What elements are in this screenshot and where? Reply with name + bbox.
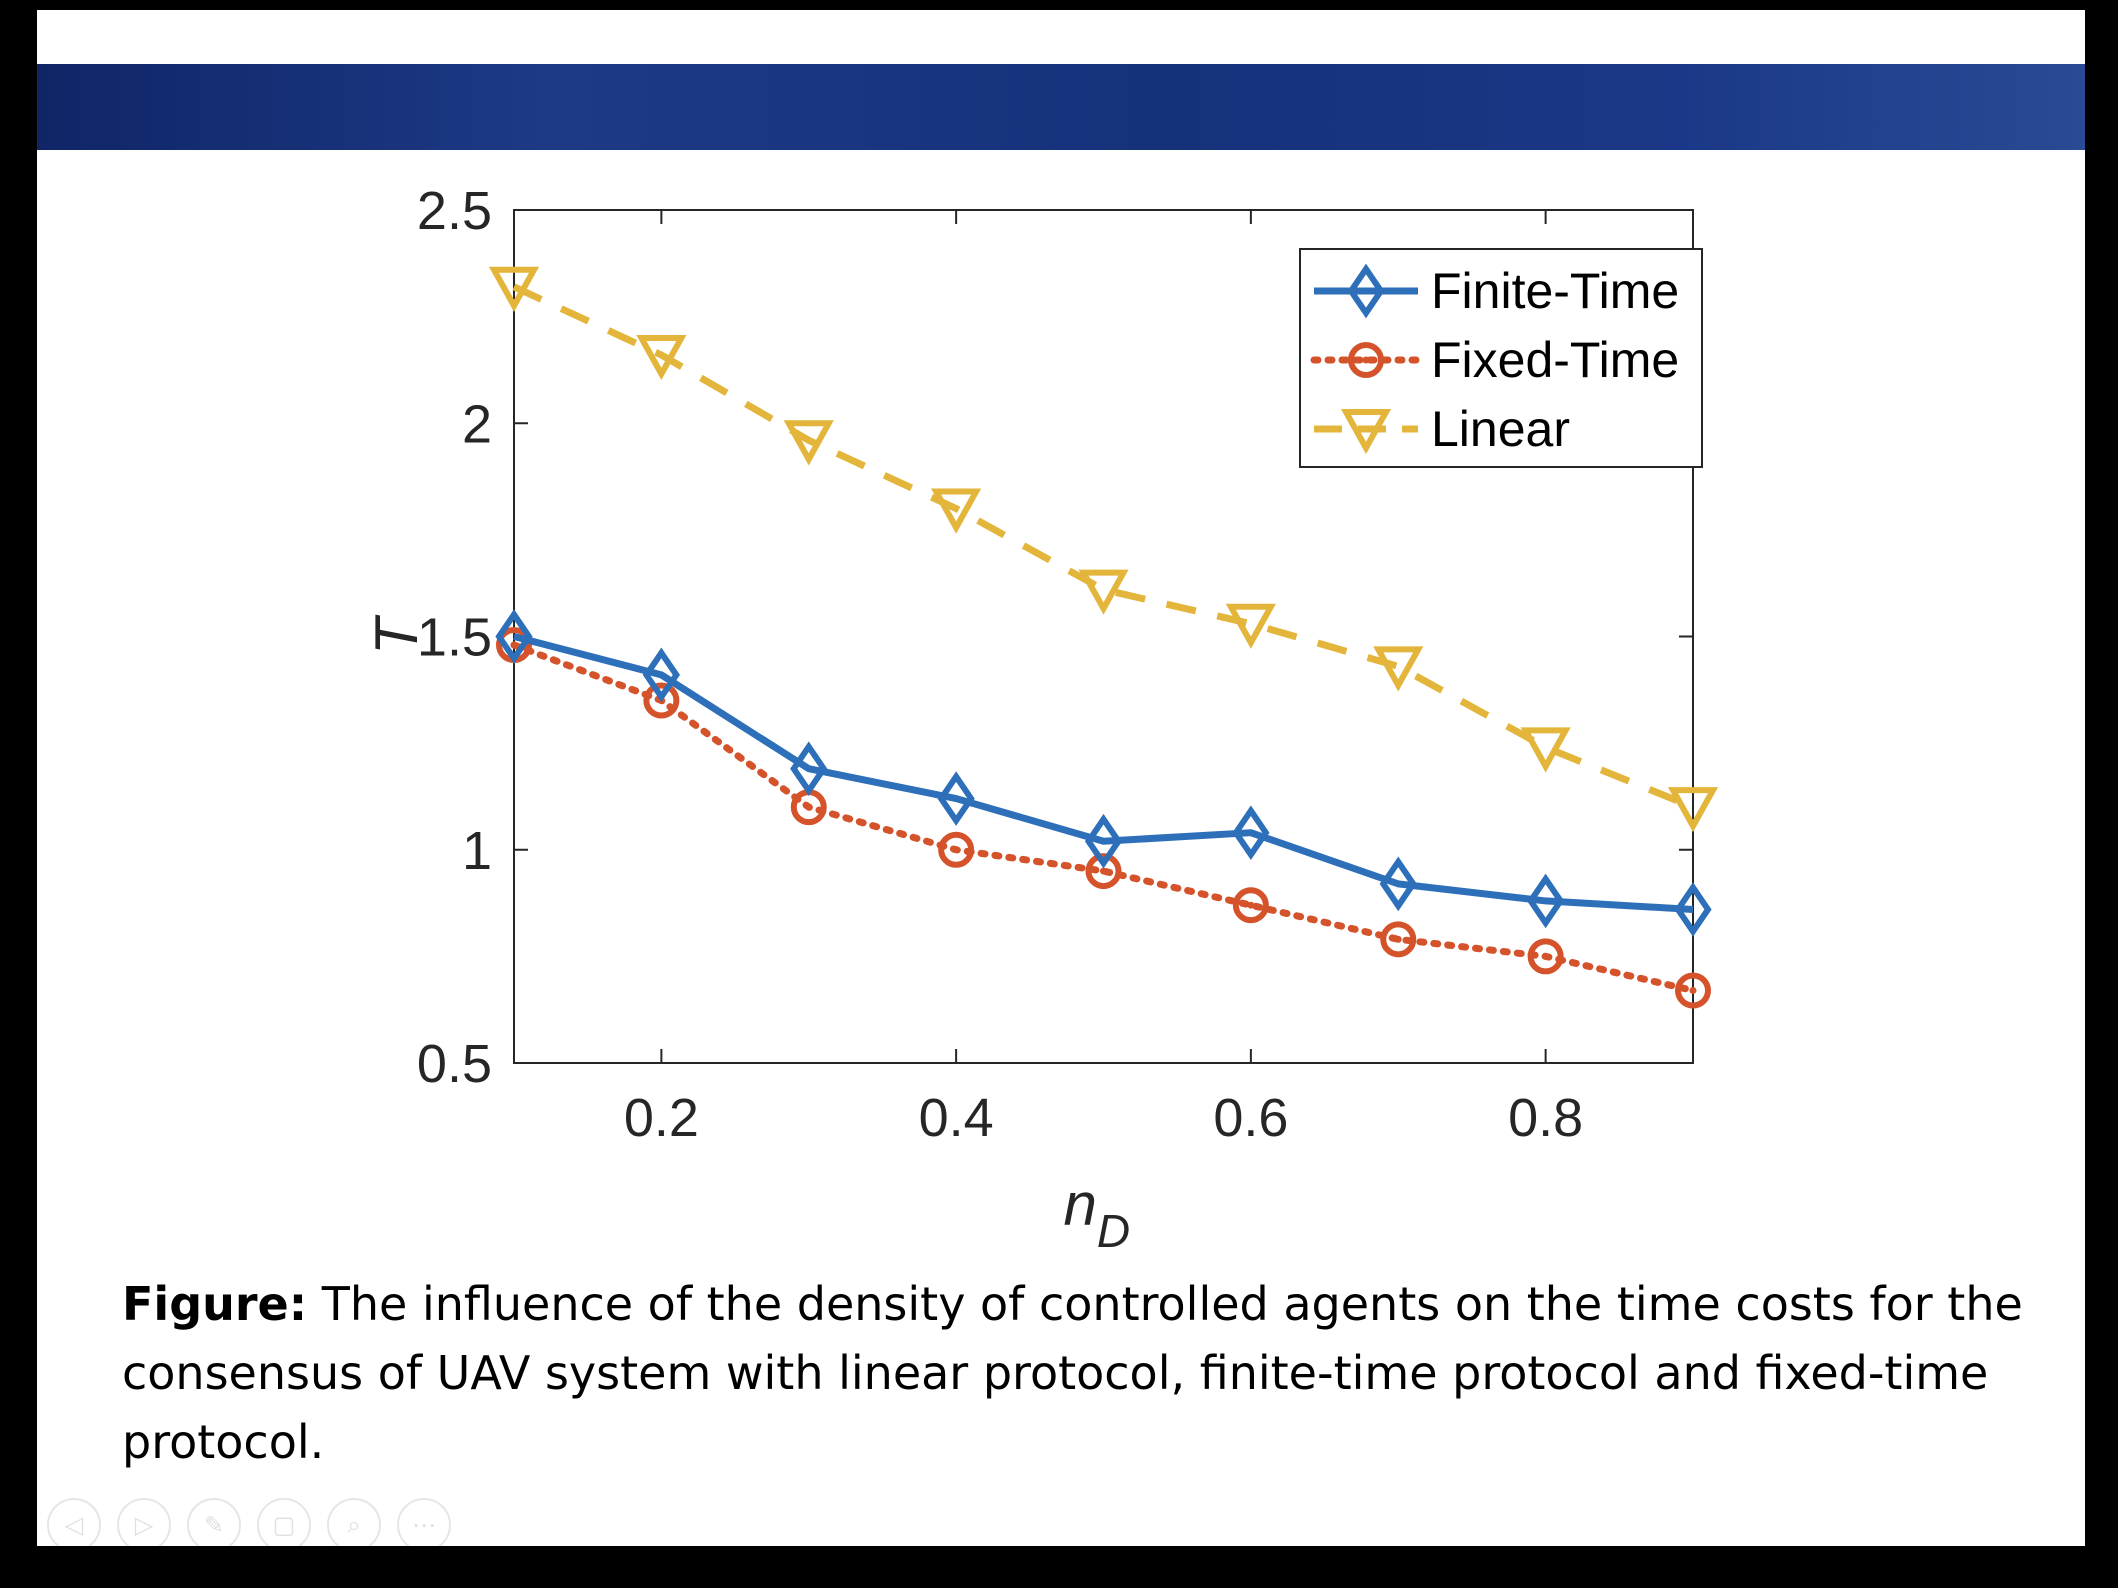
y-axis-label: T xyxy=(363,614,430,655)
caption-label: Figure: xyxy=(122,1277,308,1331)
data-point-finite-time xyxy=(1084,813,1123,869)
zoom-icon[interactable]: ⌕ xyxy=(327,1498,381,1546)
data-point-linear xyxy=(1520,727,1571,773)
y-tick-label: 1 xyxy=(462,821,492,881)
presentation-toolbar: ◁ ▷ ✎ ▢ ⌕ ⋯ xyxy=(47,1498,451,1546)
legend-label-linear: Linear xyxy=(1431,401,1570,457)
y-tick-label: 1.5 xyxy=(417,608,492,668)
legend-label-finite-time: Finite-Time xyxy=(1431,263,1679,319)
data-point-fixed-time xyxy=(1527,938,1564,975)
data-point-fixed-time xyxy=(1380,921,1417,958)
previous-icon[interactable]: ◁ xyxy=(47,1498,101,1546)
figure-caption: Figure: The influence of the density of … xyxy=(122,1270,2052,1477)
data-point-linear xyxy=(1667,787,1719,833)
line-chart: 0.5 1 1.5 2 2.5 0.2 0.4 0.6 0.8 Finite-Time Fixed… xyxy=(363,181,1719,1257)
x-axis-label-subscript: D xyxy=(1097,1205,1130,1257)
x-axis-label-main: n xyxy=(1064,1171,1097,1238)
data-point-linear xyxy=(1373,646,1424,692)
y-tick-label: 2 xyxy=(462,394,492,454)
series-finite-time xyxy=(495,609,1712,937)
y-tick-label: 0.5 xyxy=(417,1034,492,1094)
caption-text: The influence of the density of controll… xyxy=(122,1277,2023,1469)
series-fixed-time xyxy=(496,627,1711,1009)
pen-icon[interactable]: ✎ xyxy=(187,1498,241,1546)
legend-marker-linear xyxy=(1340,409,1392,455)
data-point-fixed-time xyxy=(1085,853,1122,890)
legend-marker-finite-time xyxy=(1347,263,1385,319)
x-axis-label: nD xyxy=(1064,1171,1131,1257)
x-tick-label: 0.2 xyxy=(624,1088,699,1148)
data-point-finite-time xyxy=(1379,856,1417,912)
y-tick-label: 2.5 xyxy=(417,181,492,241)
data-point-fixed-time xyxy=(1675,972,1711,1009)
data-point-finite-time xyxy=(495,609,533,664)
series-line-linear xyxy=(512,283,1695,811)
data-point-finite-time xyxy=(937,771,975,826)
legend-marker-fixed-time xyxy=(1348,342,1384,378)
next-icon[interactable]: ▷ xyxy=(117,1498,171,1546)
data-point-linear xyxy=(1078,569,1129,615)
data-point-fixed-time xyxy=(1232,887,1269,924)
data-point-finite-time xyxy=(642,647,681,703)
slides-icon[interactable]: ▢ xyxy=(257,1498,311,1546)
header-banner xyxy=(37,64,2085,150)
data-point-linear xyxy=(636,335,687,381)
data-point-fixed-time xyxy=(938,831,975,868)
x-tick-label: 0.8 xyxy=(1508,1088,1583,1148)
slide: 0.5 1 1.5 2 2.5 0.2 0.4 0.6 0.8 Finite-Time Fixed… xyxy=(37,10,2085,1546)
data-point-finite-time xyxy=(790,741,828,797)
x-tick-label: 0.6 xyxy=(1213,1088,1288,1148)
data-point-finite-time xyxy=(1674,882,1712,937)
data-point-linear xyxy=(488,266,540,312)
legend-label-fixed-time: Fixed-Time xyxy=(1431,332,1679,388)
data-point-linear xyxy=(1225,603,1276,649)
x-tick-label: 0.4 xyxy=(919,1088,994,1148)
data-point-linear xyxy=(783,420,834,466)
series-linear xyxy=(488,266,1719,833)
data-point-finite-time xyxy=(1526,873,1565,929)
data-point-linear xyxy=(931,488,982,534)
series-line-finite-time xyxy=(513,633,1694,913)
more-icon[interactable]: ⋯ xyxy=(397,1498,451,1546)
data-point-finite-time xyxy=(1232,805,1270,861)
